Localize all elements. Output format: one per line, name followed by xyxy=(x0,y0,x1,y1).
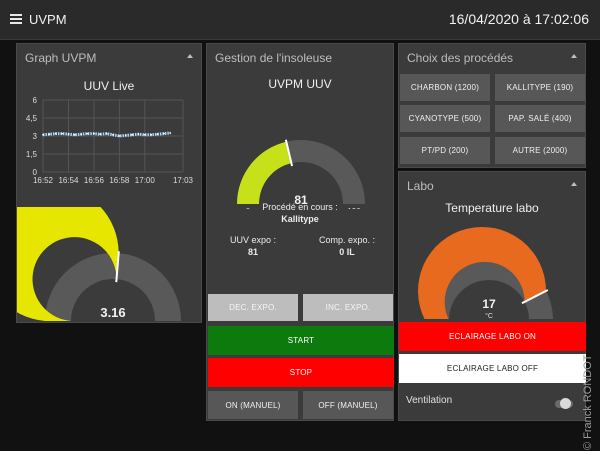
data-point xyxy=(54,132,57,135)
data-point xyxy=(93,132,95,135)
gauge-value: 3.16 xyxy=(100,305,125,320)
procede-button-pt-pd[interactable]: PT/PD (200) xyxy=(400,137,490,164)
y-tick-label: 6 xyxy=(33,96,38,105)
procede-button-charbon[interactable]: CHARBON (1200) xyxy=(400,74,490,101)
graph-uvpm-group: Graph UVPM UUV Live 0 1,5 3 4,5 6 16:52 16:54 1… xyxy=(16,43,202,323)
data-point xyxy=(163,132,165,135)
procedes-group: Choix des procédés CHARBON (1200) KALLIT… xyxy=(398,43,586,168)
x-tick-label: 16:52 xyxy=(33,176,54,185)
data-point xyxy=(124,134,127,137)
start-button[interactable]: START xyxy=(208,326,394,355)
procede-button-cyanotype[interactable]: CYANOTYPE (500) xyxy=(400,105,490,132)
labo-group: Labo Temperature labo 17°C020 ECLAIRAGE … xyxy=(398,171,586,421)
gauge-max-label: 190 xyxy=(347,207,361,209)
data-point xyxy=(80,133,83,136)
dec-expo-button[interactable]: DEC. EXPO. xyxy=(208,294,298,321)
ventilation-toggle[interactable] xyxy=(555,398,573,409)
data-point xyxy=(99,133,102,136)
procede-button-kallitype[interactable]: KALLITYPE (190) xyxy=(495,74,585,101)
group-title: Gestion de l'insoleuse xyxy=(215,51,333,65)
data-point xyxy=(67,133,70,136)
data-point xyxy=(156,133,159,136)
gauge-fill xyxy=(418,226,547,319)
procede-button-autre[interactable]: AUTRE (2000) xyxy=(495,137,585,164)
data-point xyxy=(105,132,108,135)
gauge-needle xyxy=(521,289,549,305)
x-tick-label: 17:03 xyxy=(173,176,194,185)
group-title: Graph UVPM xyxy=(25,51,97,65)
procede-value: Kallitype xyxy=(281,214,319,224)
data-point xyxy=(118,135,121,137)
comp-expo-label: Comp. expo. : xyxy=(318,235,376,245)
data-point xyxy=(169,132,172,134)
stop-button[interactable]: STOP xyxy=(208,358,394,387)
insoleuse-group: Gestion de l'insoleuse UVPM UUV 81UUV019… xyxy=(206,43,394,421)
group-title: Labo xyxy=(407,179,434,193)
uuv-expo-label: UUV expo : xyxy=(229,235,277,245)
data-point xyxy=(131,133,133,136)
procede-button-pap-sale[interactable]: PAP. SALÉ (400) xyxy=(495,105,585,132)
app-title: UVPM xyxy=(29,12,67,27)
uuv-live-chart: 0 1,5 3 4,5 6 16:52 16:54 16:56 16:58 17:00 17:03 xyxy=(26,96,194,185)
gauge-needle xyxy=(115,251,120,283)
collapse-icon[interactable] xyxy=(571,182,577,186)
y-tick-label: 1,5 xyxy=(26,150,38,159)
eclairage-labo-off-button[interactable]: ECLAIRAGE LABO OFF xyxy=(399,354,586,383)
datetime-display: 16/04/2020 à 17:02:06 xyxy=(448,11,589,27)
y-tick-label: 0 xyxy=(33,168,38,177)
data-point xyxy=(150,133,153,136)
temperature-gauge: 17°C020 xyxy=(418,226,553,319)
data-point xyxy=(112,133,114,136)
gauge-min-label: 0 xyxy=(246,207,251,209)
toggle-knob xyxy=(560,398,571,409)
uuv-expo-value: 81 xyxy=(247,247,258,257)
group-title: Choix des procédés xyxy=(407,51,514,65)
data-point xyxy=(137,133,140,136)
off-manuel-button[interactable]: OFF (MANUEL) xyxy=(303,391,393,419)
data-point xyxy=(61,132,63,135)
data-point xyxy=(42,133,44,136)
x-tick-label: 16:56 xyxy=(84,176,105,185)
collapse-icon[interactable] xyxy=(187,54,193,58)
data-point xyxy=(86,132,89,135)
gauge-value: 17 xyxy=(482,297,496,311)
on-manuel-button[interactable]: ON (MANUEL) xyxy=(208,391,298,419)
copyright-notice: © Franck RONDOT xyxy=(582,354,594,451)
collapse-icon[interactable] xyxy=(571,54,577,58)
data-point xyxy=(73,133,76,136)
uuv-gauge: 3.16UUV06 xyxy=(17,207,181,321)
x-tick-label: 17:00 xyxy=(135,176,156,185)
ventilation-label: Ventilation xyxy=(406,395,453,406)
inc-expo-button[interactable]: INC. EXPO. xyxy=(303,294,393,321)
y-tick-label: 4,5 xyxy=(26,114,38,123)
gauge-fill xyxy=(237,141,292,204)
uvpm-gauge: 81UUV0190 xyxy=(237,139,365,209)
eclairage-labo-on-button[interactable]: ECLAIRAGE LABO ON xyxy=(399,322,586,351)
y-tick-label: 3 xyxy=(33,132,38,141)
chart-title: UUV Live xyxy=(83,79,135,93)
data-point xyxy=(48,133,51,136)
gauge-unit: °C xyxy=(485,312,493,319)
comp-expo-value: 0 IL xyxy=(339,247,355,257)
x-tick-label: 16:58 xyxy=(109,176,130,185)
x-tick-label: 16:54 xyxy=(58,176,79,185)
data-point xyxy=(143,133,146,136)
gauge-value: 81 xyxy=(294,193,308,207)
top-bar: UVPM 16/04/2020 à 17:02:06 xyxy=(0,0,600,40)
gauge-fill xyxy=(17,207,119,321)
procede-label: Procédé en cours : xyxy=(262,202,338,212)
hamburger-menu-icon[interactable] xyxy=(10,14,22,24)
gauge-title: Temperature labo xyxy=(445,201,539,215)
gauge-title: UVPM UUV xyxy=(268,77,332,91)
gauge-needle xyxy=(284,139,294,167)
gauge-track xyxy=(44,252,181,321)
